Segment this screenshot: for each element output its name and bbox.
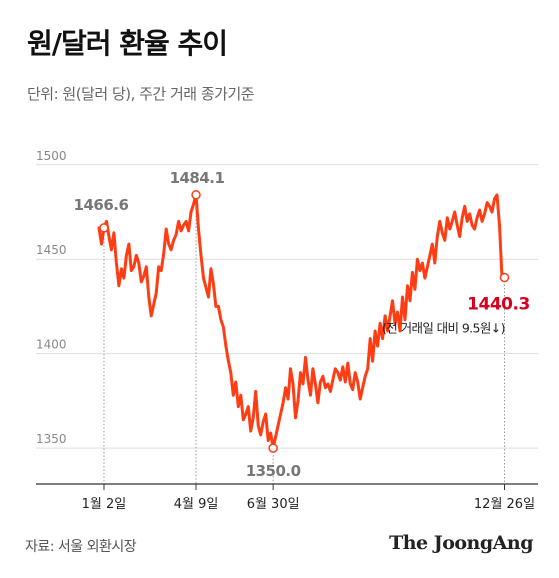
brand-logo: The JoongAng bbox=[389, 532, 533, 554]
chart-subtitle: 단위: 원(달러 당), 주간 거래 종가기준 bbox=[27, 85, 255, 103]
series-layer bbox=[97, 193, 504, 450]
data-label: 1484.1 bbox=[170, 169, 225, 187]
source-note: 자료: 서울 외환시장 bbox=[25, 539, 137, 555]
y-tick-label: 1400 bbox=[36, 338, 67, 352]
data-label: 1440.3 bbox=[467, 295, 530, 315]
x-tick-label: 4월 9일 bbox=[174, 497, 219, 512]
y-tick-label: 1350 bbox=[36, 432, 67, 446]
drop-lines bbox=[103, 194, 505, 484]
labels-layer: 1466.6 1484.1 1350.0 1440.3 (전 거래일 대비 9.5원↓) bbox=[74, 169, 531, 480]
data-point-marker bbox=[191, 190, 201, 200]
x-tick-label: 6월 30일 bbox=[247, 497, 300, 512]
data-label: 1466.6 bbox=[74, 196, 129, 214]
x-tick-label: 1월 2일 bbox=[82, 497, 127, 512]
x-tick-label: 12월 26일 bbox=[474, 497, 535, 512]
y-tick-label: 1450 bbox=[36, 243, 67, 257]
data-label: 1350.0 bbox=[246, 462, 301, 480]
grid-layer: 1350 1400 1450 1500 bbox=[36, 149, 538, 449]
x-axis: 1월 2일 4월 9일 6월 30일 12월 26일 bbox=[36, 483, 538, 512]
y-tick-label: 1500 bbox=[36, 149, 67, 163]
chart-title: 원/달러 환율 추이 bbox=[27, 27, 228, 60]
data-point-marker bbox=[268, 443, 278, 453]
change-note: (전 거래일 대비 9.5원↓) bbox=[382, 321, 505, 336]
data-point-marker bbox=[499, 272, 510, 283]
data-point-marker bbox=[99, 223, 109, 233]
series-line bbox=[97, 193, 504, 450]
markers-layer bbox=[99, 190, 510, 453]
